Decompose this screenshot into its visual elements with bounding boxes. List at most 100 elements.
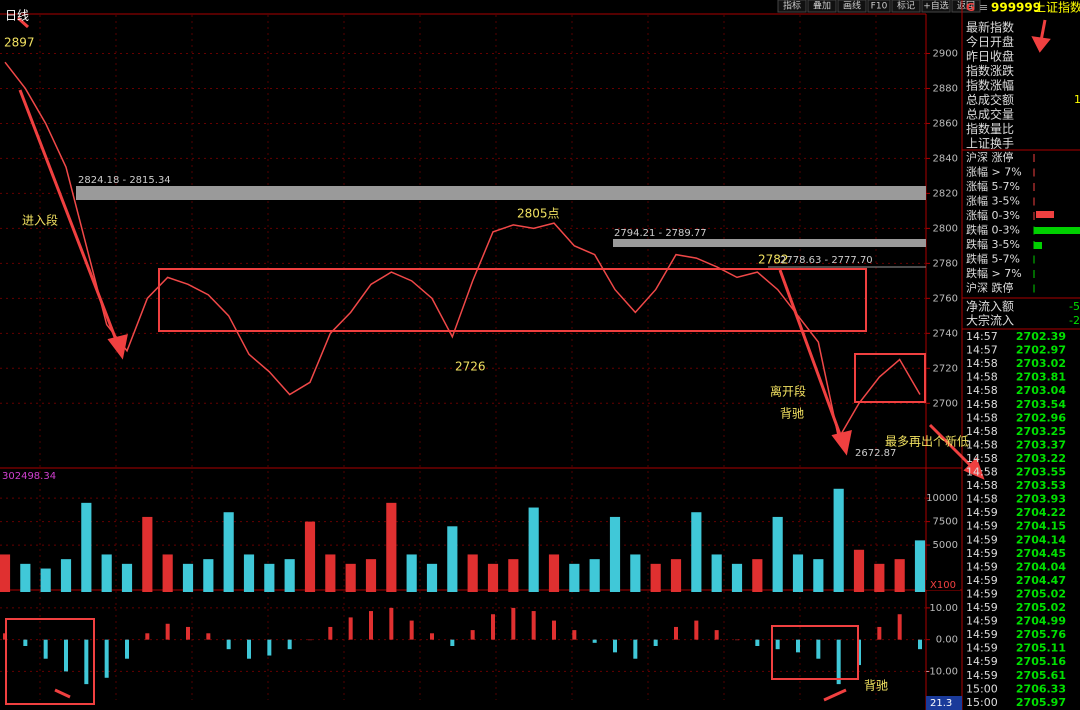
macd-bar bbox=[552, 620, 556, 640]
volume-bar-down bbox=[711, 554, 722, 592]
tick-time: 14:59 bbox=[966, 547, 998, 560]
macd-bar bbox=[23, 639, 28, 646]
tick-time: 15:00 bbox=[966, 682, 998, 695]
annotation: 背驰 bbox=[864, 679, 888, 693]
y-tick-label: 10.00 bbox=[929, 603, 958, 614]
band bbox=[613, 239, 926, 247]
flow-label: 大宗流入 bbox=[966, 313, 1014, 328]
breadth-label: 跌幅 5-7% bbox=[966, 252, 1020, 266]
tick-price: 2704.04 bbox=[1016, 560, 1066, 573]
macd-bar bbox=[674, 626, 678, 640]
macd-bar bbox=[592, 639, 597, 643]
toolbar-button[interactable] bbox=[837, 0, 867, 13]
volume-bar-up bbox=[670, 559, 682, 592]
macd-bar bbox=[206, 633, 211, 640]
code: 999999 bbox=[991, 1, 1041, 15]
toolbar-label[interactable]: 指标 bbox=[783, 0, 801, 12]
y-tick-label: 2880 bbox=[933, 83, 958, 94]
y-tick-label: -10.00 bbox=[926, 666, 958, 677]
volume-bar-up bbox=[0, 554, 11, 592]
tick-price: 2705.02 bbox=[1016, 587, 1066, 600]
tick-price: 2703.55 bbox=[1016, 466, 1066, 479]
macd-bar bbox=[247, 639, 251, 659]
tick-price: 2703.04 bbox=[1016, 384, 1066, 397]
quote-label: 指数涨幅 bbox=[966, 78, 1014, 93]
volume-bar-down bbox=[528, 507, 539, 592]
macd-bar bbox=[633, 639, 638, 659]
toolbar-label[interactable]: F10 bbox=[871, 2, 888, 12]
tick-price: 2705.16 bbox=[1016, 655, 1066, 668]
unit-bg bbox=[926, 580, 960, 590]
tick-price: 2704.14 bbox=[1016, 533, 1066, 546]
tick-price: 2704.99 bbox=[1016, 615, 1066, 628]
macd-bar bbox=[104, 639, 109, 678]
value-box bbox=[926, 696, 962, 710]
y-tick-label: 7500 bbox=[933, 517, 958, 528]
quote-label: 指数涨跌 bbox=[966, 63, 1014, 78]
y-tick-label: 2720 bbox=[933, 363, 958, 374]
toolbar-button[interactable] bbox=[951, 0, 981, 13]
tick-price: 2702.39 bbox=[1016, 330, 1066, 343]
toolbar-label[interactable]: +自选 bbox=[923, 0, 949, 12]
volume-bar-down bbox=[630, 554, 641, 592]
macd-bar bbox=[836, 639, 841, 685]
volume-bar-down bbox=[121, 563, 133, 592]
volume-bar-up bbox=[345, 563, 356, 592]
toolbar-label[interactable]: 画线 bbox=[843, 0, 861, 12]
toolbar-label[interactable]: 返回 bbox=[957, 0, 975, 12]
toolbar-label[interactable]: 标记 bbox=[897, 0, 915, 12]
macd-bar bbox=[287, 639, 292, 650]
tick-price: 2703.81 bbox=[1016, 371, 1066, 384]
volume-bar-up bbox=[162, 554, 173, 592]
macd-bar bbox=[145, 633, 150, 640]
macd-bar bbox=[694, 620, 699, 640]
breadth-label: 沪深 涨停 bbox=[966, 150, 1014, 164]
tick-time: 15:00 bbox=[966, 696, 998, 709]
annotation: 2782 bbox=[758, 253, 789, 267]
macd-bar bbox=[877, 626, 882, 640]
toolbar: 指标 叠加 画线 F10 标记 +自选 返回 bbox=[777, 0, 981, 13]
breadth-label: 涨幅 > 7% bbox=[966, 166, 1022, 179]
menu[interactable]: ≡ bbox=[979, 1, 988, 14]
toolbar-button[interactable] bbox=[921, 0, 951, 13]
volume-bar-up bbox=[304, 521, 316, 592]
breadth-bar bbox=[1036, 211, 1054, 218]
toolbar-button[interactable] bbox=[891, 0, 921, 13]
flow-label: 净流入额 bbox=[966, 300, 1014, 314]
box bbox=[5, 618, 95, 705]
volume-bar-up bbox=[467, 554, 478, 592]
macd-bar bbox=[43, 639, 48, 659]
macd-bar bbox=[186, 626, 190, 640]
quote-label: 今日开盘 bbox=[966, 34, 1014, 49]
volume-bar-down bbox=[731, 563, 743, 592]
box bbox=[771, 625, 859, 680]
macd-bar bbox=[796, 639, 800, 653]
quote-label: 昨日收盘 bbox=[966, 49, 1014, 64]
tick-price: 2704.47 bbox=[1016, 574, 1066, 587]
price-line bbox=[4, 61, 921, 441]
quote-label: 上证换手 bbox=[966, 137, 1014, 151]
volume-bar-up bbox=[650, 563, 661, 592]
y-tick-label: 0.00 bbox=[936, 635, 958, 646]
tick-time: 14:58 bbox=[966, 452, 998, 465]
annotation: 2805点 bbox=[517, 207, 560, 221]
tick-price: 2705.61 bbox=[1016, 669, 1066, 682]
macd-bar bbox=[491, 614, 495, 640]
annotation: 2778.63 - 2777.70 bbox=[780, 255, 873, 266]
volume-bar-down bbox=[264, 563, 275, 592]
toolbar-label[interactable]: 叠加 bbox=[813, 1, 831, 12]
toolbar-button[interactable] bbox=[867, 0, 891, 13]
volume-bar-down bbox=[81, 502, 92, 592]
macd-bar bbox=[755, 639, 760, 646]
volume-bar-up bbox=[853, 549, 865, 592]
toolbar-button[interactable] bbox=[777, 0, 807, 13]
macd-bar bbox=[389, 607, 394, 640]
flow-value: -2 bbox=[1069, 314, 1080, 327]
tick-time: 14:57 bbox=[966, 330, 998, 343]
tick-time: 14:58 bbox=[966, 466, 998, 479]
volume-unit: X100 bbox=[930, 580, 956, 591]
tick-price: 2703.54 bbox=[1016, 398, 1066, 411]
tick-time: 14:58 bbox=[966, 398, 998, 411]
toolbar-button[interactable] bbox=[807, 0, 837, 13]
macd-bar bbox=[430, 633, 434, 640]
